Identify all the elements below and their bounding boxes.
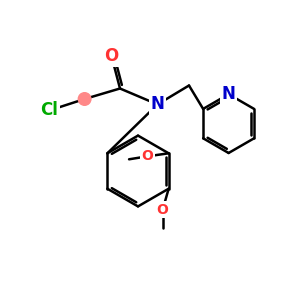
- Text: N: N: [151, 95, 164, 113]
- Text: N: N: [222, 85, 236, 103]
- Text: O: O: [104, 47, 119, 65]
- Circle shape: [78, 93, 91, 105]
- Text: O: O: [157, 203, 169, 217]
- Text: O: O: [142, 149, 154, 163]
- Text: Cl: Cl: [40, 101, 58, 119]
